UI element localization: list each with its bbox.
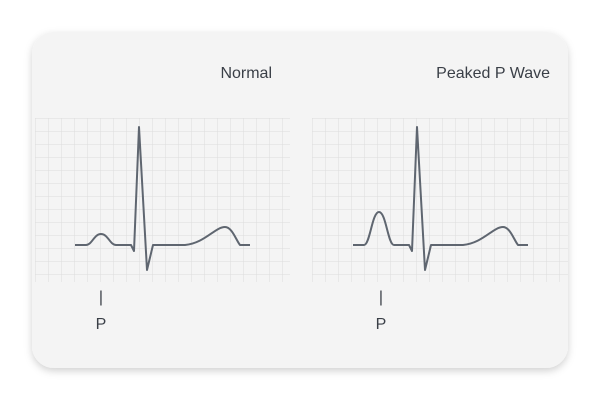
ecg-grid bbox=[35, 118, 290, 282]
panel-title: Peaked P Wave bbox=[436, 65, 550, 82]
p-label: P bbox=[96, 316, 107, 333]
panel-title: Normal bbox=[220, 65, 272, 82]
ecg-grid bbox=[312, 118, 568, 282]
panel-peaked-p: Peaked P Wave | P bbox=[312, 65, 568, 333]
p-marker: | bbox=[379, 289, 383, 306]
p-label: P bbox=[376, 316, 387, 333]
p-marker: | bbox=[99, 289, 103, 306]
card bbox=[32, 32, 568, 368]
ecg-waveform bbox=[353, 126, 528, 271]
panel-normal: Normal | P bbox=[35, 65, 290, 333]
ecg-waveform bbox=[75, 126, 250, 271]
